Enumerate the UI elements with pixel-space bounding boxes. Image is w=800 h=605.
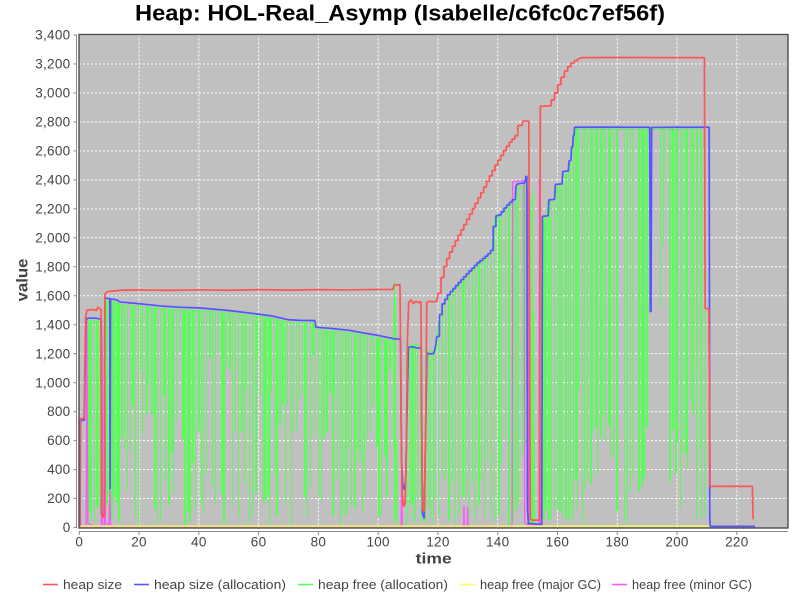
svg-text:2,800: 2,800 xyxy=(35,115,70,130)
svg-text:1,800: 1,800 xyxy=(35,259,70,274)
svg-text:1,200: 1,200 xyxy=(35,346,70,361)
svg-text:400: 400 xyxy=(47,462,70,477)
svg-text:2,600: 2,600 xyxy=(35,143,70,158)
svg-text:0: 0 xyxy=(75,535,83,550)
svg-text:140: 140 xyxy=(486,535,509,550)
svg-text:180: 180 xyxy=(606,535,629,550)
svg-text:100: 100 xyxy=(366,535,389,550)
svg-text:20: 20 xyxy=(131,535,147,550)
svg-text:heap free (major GC): heap free (major GC) xyxy=(480,577,601,592)
svg-text:Heap: HOL-Real_Asymp (Isabelle: Heap: HOL-Real_Asymp (Isabelle/c6fc0c7ef… xyxy=(135,1,665,26)
svg-text:120: 120 xyxy=(426,535,449,550)
svg-text:1,600: 1,600 xyxy=(35,288,70,303)
svg-text:value: value xyxy=(15,258,32,301)
svg-text:80: 80 xyxy=(311,535,327,550)
svg-text:600: 600 xyxy=(47,433,70,448)
svg-text:3,400: 3,400 xyxy=(35,28,70,43)
svg-text:1,400: 1,400 xyxy=(35,317,70,332)
svg-text:heap free (allocation): heap free (allocation) xyxy=(318,577,448,592)
svg-text:220: 220 xyxy=(725,535,748,550)
svg-text:heap free (minor GC): heap free (minor GC) xyxy=(632,577,752,592)
svg-text:3,200: 3,200 xyxy=(35,57,70,72)
svg-text:heap size: heap size xyxy=(63,577,122,592)
svg-text:60: 60 xyxy=(251,535,267,550)
svg-text:2,200: 2,200 xyxy=(35,201,70,216)
svg-text:0: 0 xyxy=(63,520,71,535)
svg-text:40: 40 xyxy=(191,535,207,550)
svg-text:200: 200 xyxy=(665,535,688,550)
svg-text:160: 160 xyxy=(546,535,569,550)
svg-text:2,400: 2,400 xyxy=(35,172,70,187)
svg-text:200: 200 xyxy=(47,491,70,506)
svg-text:3,000: 3,000 xyxy=(35,86,70,101)
svg-text:heap size (allocation): heap size (allocation) xyxy=(154,577,286,592)
svg-text:1,000: 1,000 xyxy=(35,375,70,390)
svg-text:2,000: 2,000 xyxy=(35,230,70,245)
svg-text:time: time xyxy=(416,551,452,568)
svg-text:800: 800 xyxy=(47,404,70,419)
